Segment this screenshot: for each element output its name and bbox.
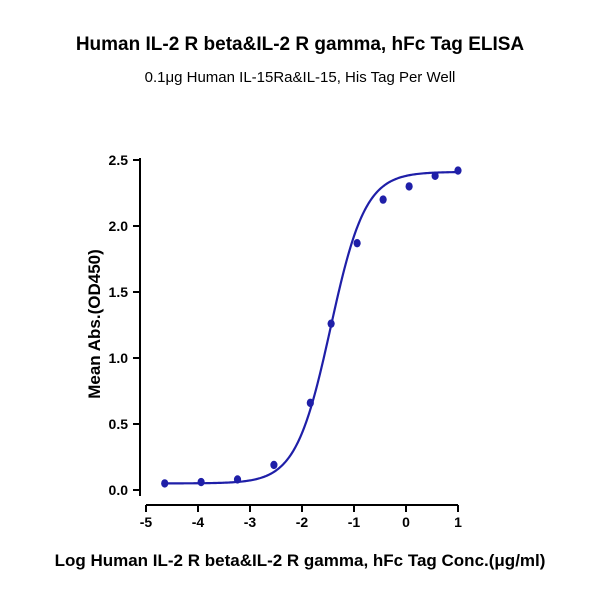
x-tick-label: -1 <box>348 514 361 530</box>
data-point <box>431 171 439 181</box>
chart-subtitle: 0.1μg Human IL-15Ra&IL-15, His Tag Per W… <box>145 69 456 86</box>
data-point <box>270 460 278 470</box>
data-point <box>161 479 169 488</box>
y-tick-label: 0.0 <box>109 482 129 498</box>
y-axis-ticks: 0.0 0.5 1.0 1.5 2.0 2.5 <box>109 152 140 498</box>
x-tick-label: 1 <box>454 514 462 530</box>
x-tick-label: -3 <box>244 514 257 530</box>
y-tick-label: 0.5 <box>109 416 129 432</box>
data-points <box>161 166 462 488</box>
data-point <box>197 477 205 487</box>
y-axis-label: Mean Abs.(OD450) <box>85 249 104 399</box>
y-tick-label: 2.5 <box>109 152 129 168</box>
y-tick-label: 2.0 <box>109 218 129 234</box>
x-axis-ticks: -5 -4 -3 -2 -1 0 1 <box>140 505 462 530</box>
x-tick-label: -2 <box>296 514 309 530</box>
fit-curve <box>164 170 459 485</box>
x-tick-label: -4 <box>192 514 205 530</box>
data-point <box>353 238 361 248</box>
y-tick-label: 1.0 <box>109 350 129 366</box>
x-tick-label: -5 <box>140 514 153 530</box>
data-point <box>327 319 335 328</box>
axes <box>139 158 458 506</box>
data-point <box>405 182 413 191</box>
chart-title: Human IL-2 R beta&IL-2 R gamma, hFc Tag … <box>76 34 525 55</box>
data-point <box>379 195 387 204</box>
x-tick-label: 0 <box>402 514 410 530</box>
data-point <box>233 475 242 484</box>
y-tick-label: 1.5 <box>109 284 129 300</box>
data-point <box>454 166 462 175</box>
data-point <box>306 398 314 408</box>
x-axis-label: Log Human IL-2 R beta&IL-2 R gamma, hFc … <box>55 551 546 570</box>
